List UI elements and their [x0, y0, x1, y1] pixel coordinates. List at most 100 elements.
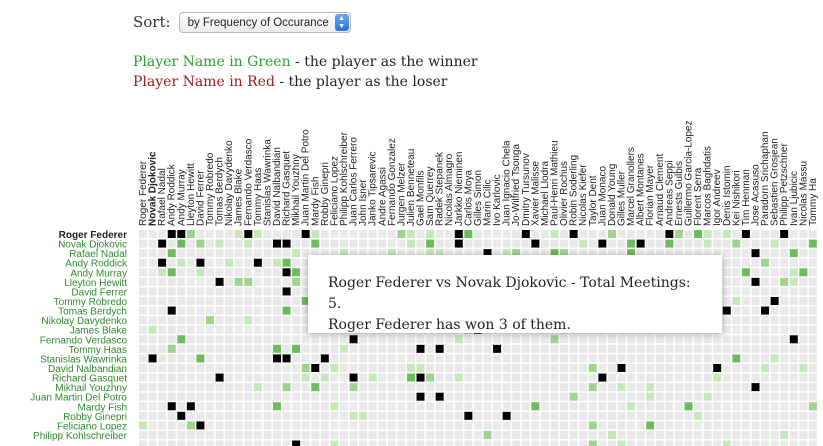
matrix-cell[interactable]	[493, 363, 502, 372]
matrix-cell[interactable]	[780, 239, 789, 248]
matrix-cell[interactable]	[808, 440, 817, 446]
matrix-cell[interactable]	[655, 383, 664, 392]
matrix-cell[interactable]	[808, 306, 817, 315]
matrix-cell[interactable]	[713, 392, 722, 401]
matrix-cell[interactable]	[435, 239, 444, 248]
matrix-cell[interactable]	[521, 392, 530, 401]
matrix-cell[interactable]	[416, 249, 425, 258]
matrix-cell[interactable]	[148, 239, 157, 248]
matrix-cell[interactable]	[244, 363, 253, 372]
matrix-cell[interactable]	[445, 430, 454, 439]
matrix-cell[interactable]	[225, 363, 234, 372]
matrix-cell[interactable]	[560, 335, 569, 344]
matrix-cell[interactable]	[282, 230, 291, 238]
matrix-cell[interactable]	[741, 354, 750, 363]
matrix-cell[interactable]	[397, 402, 406, 411]
matrix-cell[interactable]	[139, 268, 147, 277]
matrix-cell[interactable]	[684, 373, 693, 382]
matrix-cell[interactable]	[646, 363, 655, 372]
matrix-cell[interactable]	[770, 277, 779, 286]
matrix-cell[interactable]	[244, 430, 253, 439]
matrix-cell[interactable]	[139, 402, 147, 411]
matrix-cell[interactable]	[780, 277, 789, 286]
matrix-cell[interactable]	[588, 354, 597, 363]
matrix-cell[interactable]	[186, 363, 195, 372]
matrix-cell[interactable]	[483, 230, 492, 238]
matrix-cell[interactable]	[359, 411, 368, 420]
matrix-cell[interactable]	[435, 421, 444, 430]
matrix-cell[interactable]	[473, 421, 482, 430]
matrix-cell[interactable]	[225, 421, 234, 430]
matrix-cell[interactable]	[349, 363, 358, 372]
matrix-cell[interactable]	[272, 268, 281, 277]
matrix-cell[interactable]	[770, 383, 779, 392]
matrix-cell[interactable]	[751, 402, 760, 411]
matrix-cell[interactable]	[789, 249, 798, 258]
matrix-cell[interactable]	[445, 373, 454, 382]
matrix-cell[interactable]	[454, 392, 463, 401]
matrix-cell[interactable]	[282, 287, 291, 296]
matrix-cell[interactable]	[579, 239, 588, 248]
matrix-cell[interactable]	[435, 249, 444, 258]
matrix-cell[interactable]	[761, 258, 770, 267]
matrix-cell[interactable]	[282, 249, 291, 258]
matrix-cell[interactable]	[148, 249, 157, 258]
matrix-cell[interactable]	[397, 373, 406, 382]
matrix-cell[interactable]	[799, 430, 808, 439]
matrix-cell[interactable]	[588, 421, 597, 430]
matrix-cell[interactable]	[301, 363, 310, 372]
matrix-cell[interactable]	[540, 344, 549, 353]
matrix-cell[interactable]	[244, 392, 253, 401]
matrix-cell[interactable]	[282, 268, 291, 277]
matrix-cell[interactable]	[158, 344, 167, 353]
matrix-cell[interactable]	[177, 430, 186, 439]
matrix-cell[interactable]	[560, 373, 569, 382]
matrix-cell[interactable]	[148, 383, 157, 392]
matrix-cell[interactable]	[607, 230, 616, 238]
matrix-cell[interactable]	[464, 363, 473, 372]
matrix-cell[interactable]	[579, 411, 588, 420]
matrix-cell[interactable]	[139, 354, 147, 363]
matrix-cell[interactable]	[741, 249, 750, 258]
matrix-cell[interactable]	[416, 335, 425, 344]
matrix-cell[interactable]	[292, 268, 301, 277]
matrix-cell[interactable]	[560, 421, 569, 430]
matrix-cell[interactable]	[406, 383, 415, 392]
matrix-cell[interactable]	[378, 411, 387, 420]
matrix-cell[interactable]	[799, 421, 808, 430]
matrix-cell[interactable]	[789, 335, 798, 344]
matrix-cell[interactable]	[540, 239, 549, 248]
matrix-cell[interactable]	[588, 335, 597, 344]
matrix-cell[interactable]	[225, 296, 234, 305]
matrix-cell[interactable]	[713, 230, 722, 238]
matrix-cell[interactable]	[483, 239, 492, 248]
matrix-cell[interactable]	[540, 440, 549, 446]
matrix-cell[interactable]	[426, 373, 435, 382]
matrix-cell[interactable]	[205, 411, 214, 420]
matrix-cell[interactable]	[741, 239, 750, 248]
matrix-cell[interactable]	[244, 230, 253, 238]
matrix-cell[interactable]	[646, 249, 655, 258]
matrix-cell[interactable]	[167, 258, 176, 267]
matrix-cell[interactable]	[770, 402, 779, 411]
matrix-cell[interactable]	[406, 373, 415, 382]
matrix-cell[interactable]	[521, 249, 530, 258]
matrix-cell[interactable]	[378, 344, 387, 353]
matrix-cell[interactable]	[579, 363, 588, 372]
matrix-cell[interactable]	[272, 402, 281, 411]
matrix-cell[interactable]	[799, 354, 808, 363]
matrix-cell[interactable]	[426, 411, 435, 420]
matrix-cell[interactable]	[349, 335, 358, 344]
matrix-cell[interactable]	[617, 230, 626, 238]
matrix-cell[interactable]	[722, 421, 731, 430]
matrix-cell[interactable]	[655, 411, 664, 420]
matrix-cell[interactable]	[282, 354, 291, 363]
matrix-cell[interactable]	[263, 287, 272, 296]
matrix-cell[interactable]	[253, 249, 262, 258]
matrix-cell[interactable]	[186, 440, 195, 446]
matrix-cell[interactable]	[808, 258, 817, 267]
matrix-cell[interactable]	[196, 392, 205, 401]
matrix-cell[interactable]	[521, 335, 530, 344]
matrix-cell[interactable]	[473, 363, 482, 372]
matrix-cell[interactable]	[320, 230, 329, 238]
